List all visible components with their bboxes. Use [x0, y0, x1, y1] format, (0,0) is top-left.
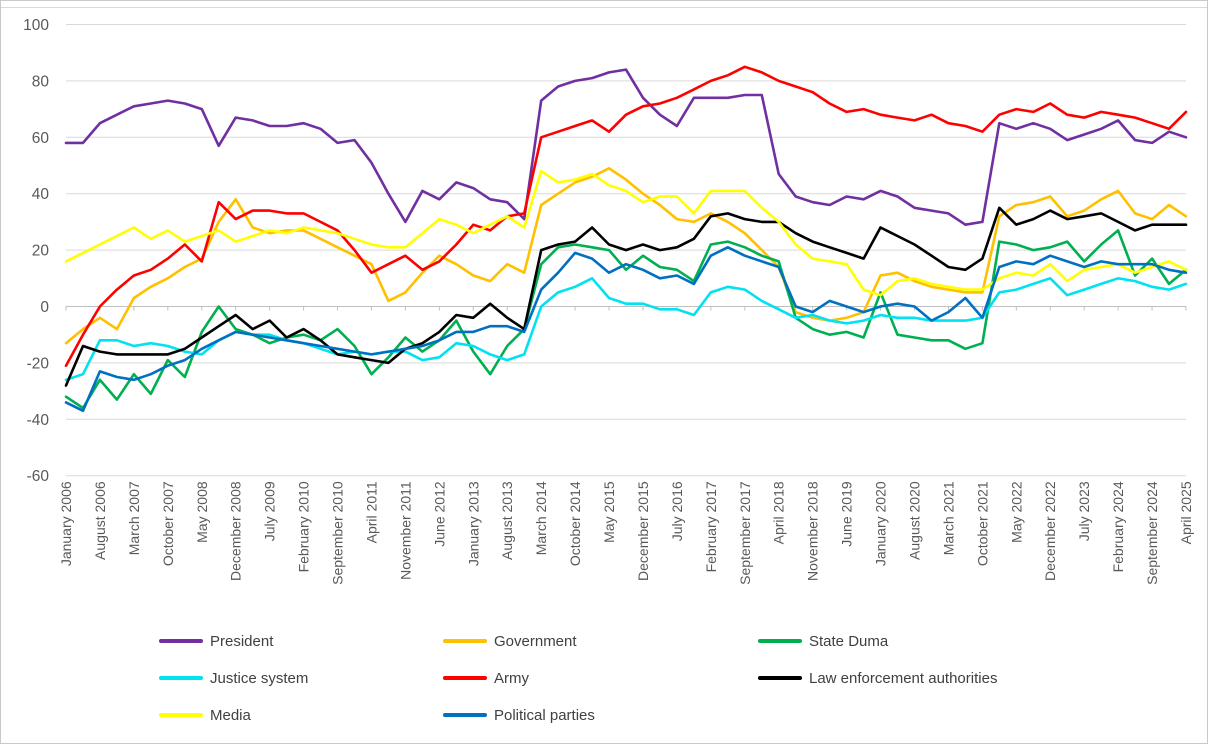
svg-text:-20: -20: [27, 355, 50, 372]
svg-text:April 2018: April 2018: [771, 481, 787, 544]
svg-text:May 2022: May 2022: [1008, 481, 1024, 543]
svg-text:October 2007: October 2007: [160, 481, 176, 566]
svg-text:20: 20: [32, 243, 50, 260]
svg-text:January 2020: January 2020: [873, 481, 889, 566]
svg-text:July 2009: July 2009: [262, 481, 278, 541]
chart-top-border: [1, 7, 1207, 8]
svg-text:-60: -60: [27, 468, 50, 485]
svg-text:November 2018: November 2018: [805, 481, 821, 581]
svg-text:August 2020: August 2020: [906, 481, 922, 560]
svg-text:April 2011: April 2011: [363, 481, 379, 543]
svg-text:March 2007: March 2007: [126, 481, 142, 555]
svg-text:December 2015: December 2015: [635, 481, 651, 581]
svg-text:June 2012: June 2012: [431, 481, 447, 547]
svg-text:February 2024: February 2024: [1110, 481, 1126, 572]
svg-text:March 2021: March 2021: [940, 481, 956, 555]
svg-text:June 2019: June 2019: [839, 481, 855, 547]
svg-text:February 2010: February 2010: [296, 481, 312, 572]
svg-text:September 2024: September 2024: [1144, 481, 1160, 585]
svg-text:March 2014: March 2014: [533, 481, 549, 555]
svg-text:January 2006: January 2006: [58, 481, 74, 566]
svg-text:80: 80: [32, 73, 50, 90]
svg-text:October 2014: October 2014: [567, 481, 583, 566]
svg-text:October 2021: October 2021: [974, 481, 990, 566]
svg-text:August 2013: August 2013: [499, 481, 515, 560]
svg-text:August 2006: August 2006: [92, 481, 108, 560]
svg-text:December 2022: December 2022: [1042, 481, 1058, 581]
svg-text:September 2010: September 2010: [330, 481, 346, 585]
svg-text:April 2025: April 2025: [1178, 481, 1194, 544]
svg-text:July 2016: July 2016: [669, 481, 685, 541]
svg-text:January 2013: January 2013: [465, 481, 481, 566]
svg-text:100: 100: [23, 17, 49, 34]
svg-text:40: 40: [32, 186, 50, 203]
svg-text:November 2011: November 2011: [397, 481, 413, 580]
svg-text:September 2017: September 2017: [737, 481, 753, 585]
svg-text:July 2023: July 2023: [1076, 481, 1092, 541]
svg-text:60: 60: [32, 130, 50, 147]
svg-text:-40: -40: [27, 412, 50, 429]
svg-text:May 2008: May 2008: [194, 481, 210, 543]
svg-text:0: 0: [40, 299, 49, 316]
svg-text:December 2008: December 2008: [228, 481, 244, 581]
svg-text:February 2017: February 2017: [703, 481, 719, 572]
svg-text:May 2015: May 2015: [601, 481, 617, 543]
